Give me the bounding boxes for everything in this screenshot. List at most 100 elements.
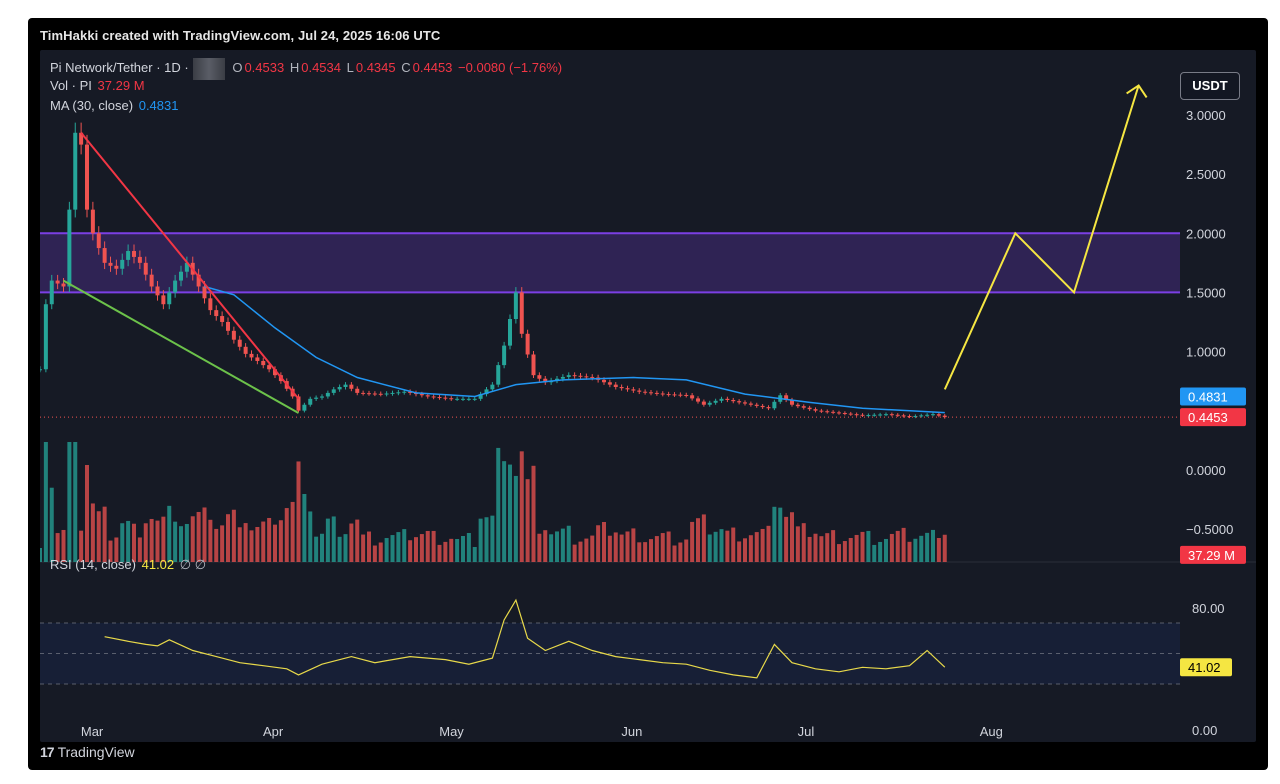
- candle-body: [437, 397, 442, 399]
- volume-bar: [790, 512, 794, 562]
- volume-bar: [396, 532, 401, 562]
- volume-bar: [90, 503, 95, 562]
- candle-body: [560, 376, 565, 379]
- candle-body: [684, 394, 689, 396]
- candle-body: [167, 292, 172, 305]
- volume-bar: [872, 544, 877, 562]
- volume-bar: [202, 507, 207, 562]
- volume-badge: 37.29 M: [1188, 548, 1235, 563]
- candle-body: [243, 346, 248, 354]
- volume-label[interactable]: Vol · PI: [50, 78, 92, 93]
- candle-body: [461, 398, 465, 400]
- time-tick-label: Jun: [621, 724, 642, 739]
- candle-body: [760, 405, 765, 408]
- candle-body: [73, 132, 78, 210]
- candle-body: [913, 415, 918, 417]
- volume-bar: [255, 527, 260, 562]
- volume-bar: [314, 536, 319, 562]
- candle-body: [848, 413, 853, 415]
- volume-bar: [284, 508, 289, 562]
- candle-body: [40, 369, 42, 371]
- volume-bar: [701, 514, 706, 562]
- candle-body: [931, 414, 935, 416]
- volume-bar: [372, 545, 377, 562]
- ma-label[interactable]: MA (30, close): [50, 98, 134, 113]
- volume-bar: [696, 518, 700, 562]
- volume-bar: [179, 526, 183, 562]
- price-tick-label: 2.5000: [1186, 167, 1226, 182]
- candle-body: [273, 369, 277, 376]
- volume-bar: [137, 537, 142, 562]
- rsi-extra: ∅ ∅: [179, 557, 207, 572]
- price-tick-label: 0.0000: [1186, 463, 1226, 478]
- volume-bar: [825, 533, 830, 562]
- candle-body: [49, 280, 54, 305]
- volume-bar: [784, 516, 789, 562]
- candle-body: [226, 321, 230, 331]
- chart-area[interactable]: 3.0000 2.5000 2.0000 1.5000 1.0000 0.0000 −0.5…: [40, 50, 1256, 742]
- volume-bar: [801, 523, 806, 562]
- low-value: 0.4345: [355, 60, 396, 76]
- candle-body: [754, 404, 759, 406]
- volume-bar: [143, 523, 148, 562]
- rsi-badge-bg: [1180, 658, 1232, 677]
- rsi-tick-label: 0.00: [1192, 723, 1217, 738]
- candle-body: [361, 392, 366, 394]
- volume-bar: [155, 520, 160, 562]
- volume-bar: [725, 530, 730, 562]
- rsi-label[interactable]: RSI (14, close): [50, 557, 136, 572]
- candle-body: [484, 389, 489, 395]
- volume-bar: [349, 523, 354, 562]
- price-chart-svg[interactable]: 3.0000 2.5000 2.0000 1.5000 1.0000 0.0000 −0.5…: [40, 50, 1256, 742]
- volume-bar: [590, 535, 595, 562]
- candle-body: [884, 414, 888, 416]
- candle-body: [466, 398, 471, 400]
- volume-bar: [713, 531, 718, 562]
- candle-body: [555, 378, 559, 381]
- candle-body: [895, 414, 900, 416]
- candle-body: [743, 402, 747, 404]
- volume-bar: [337, 536, 342, 562]
- volume-bar: [743, 538, 747, 562]
- volume-bar: [813, 533, 818, 562]
- ma-badge-bg: [1180, 387, 1246, 406]
- volume-bar: [378, 542, 383, 562]
- candle-body: [308, 398, 313, 405]
- candle-body: [772, 401, 777, 409]
- tradingview-logo: 17: [40, 744, 55, 760]
- candle-body: [602, 379, 606, 383]
- volume-bar: [490, 515, 495, 562]
- candle-body: [543, 378, 548, 383]
- volume-bar: [243, 523, 248, 562]
- volume-bar: [302, 494, 307, 562]
- volume-bar: [355, 519, 360, 562]
- volume-bar: [936, 538, 941, 562]
- candle-body: [196, 274, 201, 287]
- volume-bar: [190, 516, 195, 562]
- candle-body: [249, 353, 254, 358]
- candle-body: [355, 388, 360, 393]
- candle-body: [120, 259, 125, 269]
- currency-button[interactable]: USDT: [1180, 72, 1240, 100]
- candle-body: [431, 396, 436, 398]
- symbol-label[interactable]: Pi Network/Tether · 1D ·: [50, 60, 189, 76]
- candle-body: [525, 333, 530, 355]
- volume-bar: [913, 538, 918, 562]
- candle-body: [713, 400, 718, 403]
- volume-bar: [537, 533, 542, 562]
- volume-bar: [96, 511, 101, 562]
- candle-body: [619, 386, 624, 389]
- candle-body: [220, 316, 225, 322]
- volume-bar: [67, 442, 72, 562]
- volume-bar: [584, 538, 589, 562]
- volume-bar: [61, 529, 66, 562]
- candle-body: [90, 209, 95, 234]
- candle-body: [825, 411, 830, 413]
- candle-body: [378, 393, 383, 395]
- volume-bar: [408, 540, 413, 562]
- rsi-badge: 41.02: [1188, 660, 1221, 675]
- blurred-logo: [192, 58, 225, 80]
- volume-legend: Vol · PI 37.29 M: [50, 78, 147, 93]
- candle-body: [61, 283, 66, 287]
- volume-bar: [290, 501, 295, 562]
